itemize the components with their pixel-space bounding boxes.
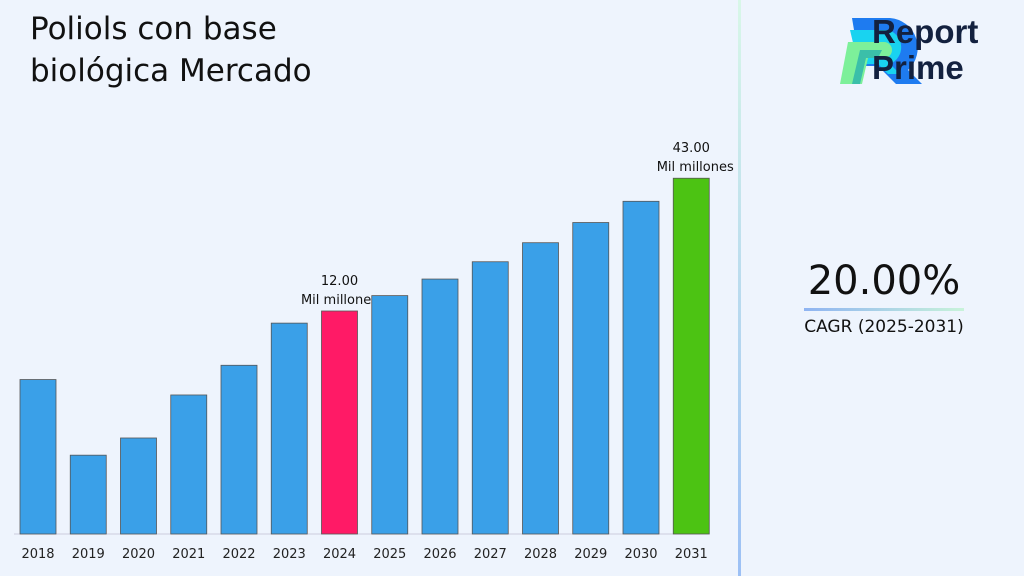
data-label-unit: Mil millones: [657, 160, 734, 175]
bar-2020: [120, 437, 157, 535]
x-tick-label: 2028: [524, 547, 557, 562]
bar-2023: [270, 322, 308, 535]
bar-2026: [421, 278, 459, 535]
chart-title: Poliols con base biológica Mercado: [30, 11, 312, 89]
bar-2025: [371, 295, 409, 535]
logo-text: Report Prime: [872, 14, 978, 86]
x-tick-label: 2027: [474, 547, 507, 562]
data-label-value: 43.00: [673, 141, 710, 156]
x-tick-label: 2022: [222, 547, 255, 562]
divider: [738, 0, 741, 576]
x-tick-label: 2026: [423, 547, 456, 562]
bar-2029: [572, 222, 610, 535]
x-tick-label: 2018: [21, 547, 54, 562]
x-tick-label: 2025: [373, 547, 406, 562]
logo-text-line2: Prime: [872, 49, 964, 86]
cagr-value: 20.00%: [807, 258, 961, 304]
cagr-label: CAGR (2025-2031): [804, 317, 964, 337]
x-tick-label: 2021: [172, 547, 205, 562]
cagr-panel: 20.00% CAGR (2025-2031): [800, 258, 968, 337]
x-tick-label: 2031: [675, 547, 708, 562]
data-label-value: 12.00: [321, 274, 358, 289]
bar-2030: [622, 200, 660, 535]
bar-2018: [19, 379, 57, 535]
bar-2028: [522, 242, 559, 535]
cagr-underline: [804, 308, 964, 311]
x-tick-label: 2020: [122, 547, 155, 562]
x-tick-label: 2030: [624, 547, 657, 562]
bar-2027: [471, 261, 509, 535]
bar-2024: [321, 310, 358, 535]
x-tick-label: 2029: [574, 547, 607, 562]
report-prime-logo-icon: [840, 18, 922, 84]
bar-2019: [69, 454, 107, 535]
logo-text-line1: Report: [872, 13, 979, 50]
x-tick-label: 2024: [323, 547, 356, 562]
bar-2022: [220, 364, 258, 535]
x-tick-label: 2023: [273, 547, 306, 562]
bar-2021: [170, 394, 208, 535]
x-tick-label: 2019: [72, 547, 105, 562]
bar-2031: [672, 177, 710, 535]
data-label-unit: Mil millones: [301, 293, 378, 308]
bar-chart: 2018 2019 2020 2021 2022 2023 2024 12.00 Mil mil…: [14, 141, 734, 562]
